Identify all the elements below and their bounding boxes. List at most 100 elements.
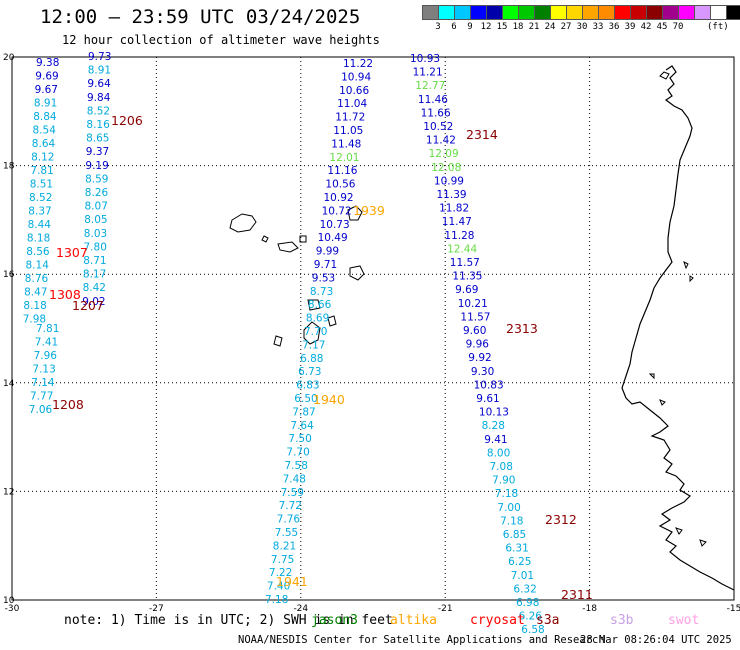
wave-height-value: 9.69 [35,71,58,83]
wave-height-value: 12.77 [415,80,445,92]
wave-height-value: 7.72 [279,500,302,512]
wave-height-value: 6.83 [296,380,319,392]
color-scale-label: 33 [592,22,604,32]
wave-height-value: 10.83 [474,379,504,391]
wave-height-value: 7.75 [271,554,294,566]
wave-height-value: 7.00 [497,502,520,514]
wave-height-value: 10.49 [318,232,348,244]
track-col-a: 9.38 9.699.67 8.918.84 8.548.64 8.127.81 8.51… [23,57,60,326]
wave-height-value: 12.08 [431,162,461,174]
wave-height-value: 8.17 [83,269,106,281]
wave-height-value: 7.58 [285,460,308,472]
wave-height-value: 8.71 [83,255,106,267]
note-text: note: 1) Time is in UTC; 2) SWH is in fe… [64,613,393,628]
track-s3a-1206-1207-1208: 9.73 8.919.64 9.848.52 8.16 8.659.37 9.198.59… [82,51,111,308]
color-scale-label: 18 [512,22,524,32]
wave-height-value: 10.21 [458,298,488,310]
wave-height-value: 7.14 [31,377,55,389]
wave-height-value: 7.17 [302,339,325,351]
wave-height-value: 7.90 [492,475,515,487]
wave-height-value: 7.80 [84,241,107,253]
wave-height-value: 8.42 [83,282,106,294]
wave-height-value: 7.81 [30,165,53,177]
wave-height-value: 7.18 [495,488,518,500]
wave-height-value: 7.41 [35,337,58,349]
wave-height-value: 7.18 [265,594,288,606]
wave-height-value: 6.26 [519,611,543,623]
color-scale-labels: 3 6 9 12 15 18 21 24 27 30 33 36 39 42 45 70 [422,22,686,32]
wave-height-value: 11.39 [437,189,467,201]
wave-height-value: 12.44 [447,243,477,255]
wave-height-value: 8.64 [32,138,56,150]
wave-height-value: 7.98 [23,314,46,326]
cape-verde-islands [229,205,365,347]
wave-height-value: 8.03 [84,228,107,240]
wave-height-value: 7.50 [288,433,311,445]
wave-height-value: 11.57 [460,311,490,323]
wave-height-value: 10.92 [324,192,354,204]
color-scale-label: 12 [480,22,492,32]
wave-height-value: 12.01 [329,152,359,164]
wave-height-value: 11.22 [343,58,373,70]
wave-height-value: 11.57 [450,257,480,269]
wave-height-value: 10.13 [479,407,509,419]
pass-id-label: 1208 [52,397,84,412]
wave-height-value: 11.16 [327,165,357,177]
color-scale-label: 36 [608,22,620,32]
wave-height-value: 9.02 [82,296,105,308]
wave-height-value: 9.38 [36,57,59,69]
satellite-legend-s3b: s3b [610,613,634,628]
wave-height-value: 8.44 [28,219,52,231]
wave-height-value: 6.85 [503,529,526,541]
wave-height-value: 8.00 [487,447,510,459]
wave-height-value: 6.25 [508,556,531,568]
wave-height-value: 10.72 [322,205,352,217]
color-scale-label: 45 [656,22,668,32]
wave-height-value: 9.53 [312,272,335,284]
altimeter-tracks: 9.738.919.649.848.528.168.659.379.198.59… [23,51,545,636]
track-col-b: 7.81 7.417.96 7.137.14 7.777.06 [29,323,60,416]
wave-height-value: 8.37 [28,206,51,218]
color-scale-label: 6 [451,22,457,32]
wave-height-value: 11.47 [442,216,472,228]
wave-height-value: 11.46 [418,94,448,106]
color-scale-label: 9 [467,22,473,32]
color-scale-label: 27 [560,22,572,32]
wave-height-value: 11.28 [444,230,474,242]
credit-text: NOAA/NESDIS Center for Satellite Applica… [238,634,605,646]
wave-height-value: 6.88 [300,353,323,365]
wave-height-value: 10.56 [325,179,355,191]
wave-height-value: 11.48 [331,138,361,150]
wave-height-value: 7.87 [292,406,315,418]
x-tick-label: -18 [582,604,597,614]
wave-height-value: 9.60 [463,325,486,337]
wave-height-value: 10.73 [320,219,350,231]
coastline-west-africa [621,65,735,591]
wave-height-value: 11.04 [337,98,367,110]
x-tick-label: -30 [5,604,20,614]
pass-id-label: 2314 [466,127,498,142]
wave-height-value: 9.67 [35,84,58,96]
x-tick-label: -15 [727,604,740,614]
wave-height-value: 11.21 [413,67,443,79]
pass-id-label: 2313 [506,321,538,336]
wave-height-value: 7.18 [500,515,523,527]
wave-height-value: 7.22 [269,567,292,579]
x-tick-label: -24 [293,604,308,614]
wave-height-value: 8.73 [310,286,333,298]
wave-height-value: 8.91 [34,98,57,110]
map-subtitle: 12 hour collection of altimeter wave hei… [62,33,380,47]
color-scale-label: 15 [496,22,508,32]
wave-height-value: 8.18 [23,300,46,312]
wave-height-value: 7.70 [286,447,309,459]
satellite-legend-swot: swot [668,613,700,628]
pass-id-label: 1939 [353,203,385,218]
wave-height-value: 11.05 [333,125,363,137]
wave-height-value: 8.65 [86,133,109,145]
wave-height-value: 9.37 [86,146,109,158]
map-frame [11,56,735,601]
wave-height-value: 10.93 [410,53,440,65]
wave-height-value: 8.47 [24,287,47,299]
wave-height-value: 7.96 [34,350,58,362]
